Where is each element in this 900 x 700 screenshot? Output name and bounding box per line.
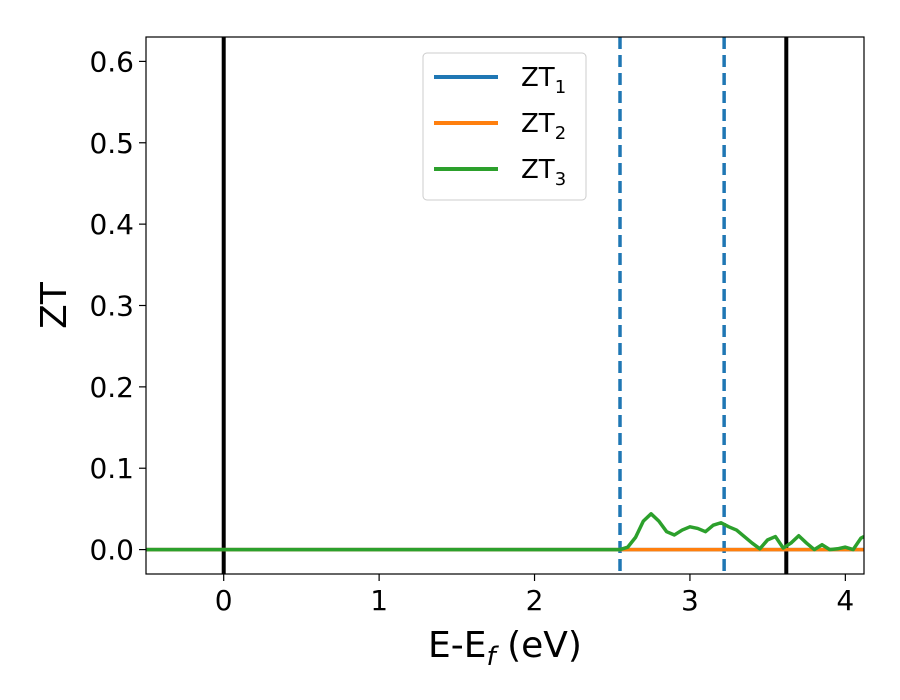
legend-box (422, 52, 587, 201)
y-tick-label: 0.0 (89, 534, 134, 567)
x-axis-label: E-Ef (eV) (428, 625, 582, 672)
y-axis-label: ZT (34, 281, 75, 329)
x-tick-label: 4 (836, 584, 854, 617)
x-tick-label: 3 (681, 584, 699, 617)
y-tick-label: 0.6 (89, 45, 134, 78)
axis-ticks: 0 1 2 3 4 0.0 0.1 0.2 0.3 0.4 0.5 0.6 (89, 45, 854, 617)
x-tick-label: 1 (370, 584, 388, 617)
plot-area (146, 37, 864, 574)
legend: ZT1 ZT2 ZT3 (422, 52, 587, 201)
legend-label-zt3: ZT3 (521, 155, 566, 190)
x-tick-label: 0 (215, 584, 233, 617)
x-tick-label: 2 (526, 584, 544, 617)
y-tick-label: 0.4 (89, 208, 134, 241)
series-line-zt3 (146, 512, 864, 552)
y-tick-label: 0.1 (89, 452, 134, 485)
y-tick-label: 0.5 (89, 127, 134, 160)
y-tick-label: 0.2 (89, 371, 134, 404)
legend-label-zt1: ZT1 (521, 63, 566, 98)
legend-label-zt2: ZT2 (521, 109, 566, 144)
x-axis-label-unit: (eV) (496, 625, 582, 666)
y-tick-label: 0.3 (89, 290, 134, 323)
x-axis-label-main: E-E (428, 625, 486, 666)
